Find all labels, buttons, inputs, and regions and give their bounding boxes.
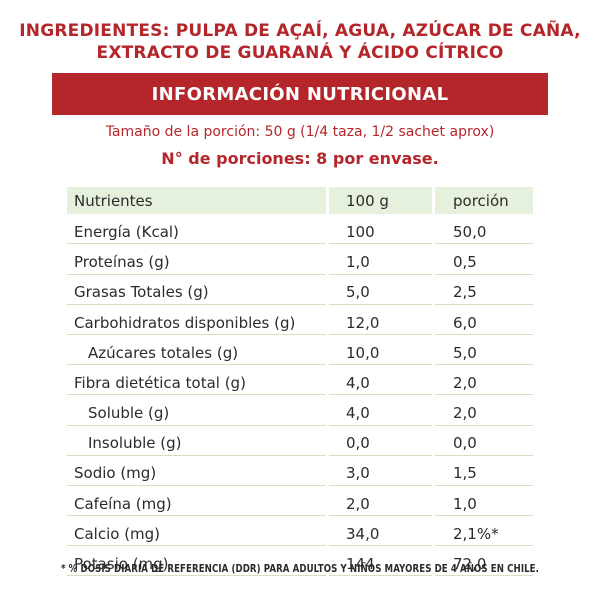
nutrient-name: Soluble (g) [67, 398, 326, 426]
table-header-row: Nutrientes 100 g porción [67, 184, 533, 215]
table-row: Cafeína (mg) 2,0 1,0 [67, 486, 533, 517]
table-row: Calcio (mg) 34,0 2,1%* [67, 516, 533, 547]
value-per-100g: 1,0 [329, 247, 432, 275]
table-row: Soluble (g) 4,0 2,0 [67, 395, 533, 426]
value-per-portion: 2,5 [435, 277, 533, 305]
value-per-portion: 2,0 [435, 368, 533, 396]
value-per-100g: 2,0 [329, 489, 432, 517]
nutrient-name: Insoluble (g) [67, 428, 326, 456]
nutrition-title-banner: INFORMACIÓN NUTRICIONAL [52, 73, 548, 115]
nutrient-name: Grasas Totales (g) [67, 277, 326, 305]
value-per-portion: 0,5 [435, 247, 533, 275]
value-per-100g: 5,0 [329, 277, 432, 305]
table-row: Proteínas (g) 1,0 0,5 [67, 244, 533, 275]
value-per-100g: 10,0 [329, 338, 432, 366]
value-per-100g: 0,0 [329, 428, 432, 456]
nutrient-name: Proteínas (g) [67, 247, 326, 275]
value-per-100g: 144 [329, 549, 432, 577]
value-per-portion: 2,0 [435, 398, 533, 426]
nutrient-name: Sodio (mg) [67, 458, 326, 486]
value-per-portion: 72,0 [435, 549, 533, 577]
value-per-portion: 50,0 [435, 217, 533, 245]
table-row: Energía (Kcal) 100 50,0 [67, 214, 533, 245]
value-per-portion: 0,0 [435, 428, 533, 456]
nutrient-name: Carbohidratos disponibles (g) [67, 308, 326, 335]
ingredients-text: INGREDIENTES: PULPA DE AÇAÍ, AGUA, AZÚCA… [0, 20, 600, 64]
table-row: Azúcares totales (g) 10,0 5,0 [67, 335, 533, 366]
value-per-portion: 1,5 [435, 458, 533, 486]
value-per-portion: 2,1%* [435, 519, 533, 547]
portions-per-package: N° de porciones: 8 por envase. [161, 149, 439, 168]
nutrition-table: Nutrientes 100 g porción Energía (Kcal) … [67, 184, 533, 577]
ingredients-line-2: EXTRACTO DE GUARANÁ Y ÁCIDO CÍTRICO [96, 43, 504, 63]
header-per-100g: 100 g [329, 187, 432, 215]
table-row: Potasio (mg) 144 72,0 [67, 546, 533, 577]
header-nutrients: Nutrientes [67, 187, 326, 215]
nutrient-name: Azúcares totales (g) [67, 338, 326, 366]
value-per-100g: 3,0 [329, 458, 432, 486]
header-per-portion: porción [435, 187, 533, 215]
footnote: * % DOSIS DIARIA DE REFERENCIA (DDR) PAR… [61, 563, 539, 575]
value-per-portion: 5,0 [435, 338, 533, 366]
ingredients-line-1: INGREDIENTES: PULPA DE AÇAÍ, AGUA, AZÚCA… [19, 21, 581, 41]
value-per-100g: 4,0 [329, 398, 432, 426]
value-per-100g: 4,0 [329, 368, 432, 396]
nutrient-name: Cafeína (mg) [67, 489, 326, 517]
nutrient-name: Potasio (mg) [67, 549, 326, 577]
table-row: Fibra dietética total (g) 4,0 2,0 [67, 365, 533, 396]
table-row: Grasas Totales (g) 5,0 2,5 [67, 275, 533, 305]
nutrient-name: Fibra dietética total (g) [67, 368, 326, 396]
value-per-100g: 100 [329, 217, 432, 245]
value-per-100g: 12,0 [329, 308, 432, 335]
value-per-portion: 1,0 [435, 489, 533, 517]
value-per-100g: 34,0 [329, 519, 432, 547]
serving-size: Tamaño de la porción: 50 g (1/4 taza, 1/… [105, 124, 495, 140]
table-row: Carbohidratos disponibles (g) 12,0 6,0 [67, 305, 533, 335]
nutrient-name: Energía (Kcal) [67, 217, 326, 245]
table-row: Insoluble (g) 0,0 0,0 [67, 426, 533, 456]
value-per-portion: 6,0 [435, 308, 533, 335]
nutrient-name: Calcio (mg) [67, 519, 326, 547]
nutrition-title: INFORMACIÓN NUTRICIONAL [151, 83, 449, 105]
table-row: Sodio (mg) 3,0 1,5 [67, 456, 533, 486]
